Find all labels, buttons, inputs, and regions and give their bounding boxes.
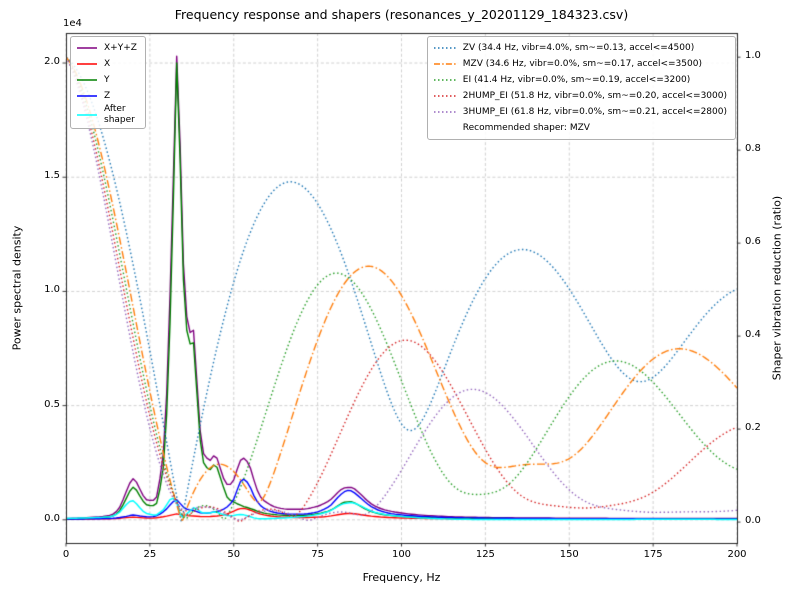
legend-item-label: X bbox=[104, 58, 111, 69]
legend-item-label: MZV (34.6 Hz, vibr=0.0%, sm~=0.17, accel… bbox=[462, 58, 702, 69]
x-tick-label: 150 bbox=[559, 549, 579, 560]
legend-line-swatch bbox=[77, 47, 97, 49]
y-tick-label-right: 0.0 bbox=[745, 515, 761, 527]
y-tick-label-left: 1.0 bbox=[44, 284, 60, 296]
legend-item-label: 2HUMP_EI (51.8 Hz, vibr=0.0%, sm~=0.20, … bbox=[462, 90, 727, 101]
x-tick-label: 100 bbox=[391, 549, 412, 560]
legend-item-label: ZV (34.4 Hz, vibr=4.0%, sm~=0.13, accel<… bbox=[462, 42, 695, 53]
legend-line-swatch bbox=[433, 95, 456, 97]
legend-line-swatch bbox=[77, 95, 97, 97]
x-tick-label: 125 bbox=[475, 549, 495, 560]
legend-item-label: X+Y+Z bbox=[104, 42, 137, 53]
legend-item: ZV (34.4 Hz, vibr=4.0%, sm~=0.13, accel<… bbox=[433, 40, 727, 56]
psd-legend: X+Y+Z X Y Z After shaper bbox=[70, 36, 146, 129]
legend-item-label: Recommended shaper: MZV bbox=[462, 122, 590, 133]
legend-line-swatch bbox=[433, 63, 456, 65]
chart-title: Frequency response and shapers (resonanc… bbox=[174, 7, 629, 22]
legend-item: Recommended shaper: MZV bbox=[434, 120, 727, 136]
legend-line-swatch bbox=[433, 111, 456, 113]
y-tick-label-left: 1.5 bbox=[44, 170, 60, 182]
x-tick-label: 200 bbox=[727, 549, 747, 560]
shaper-legend: ZV (34.4 Hz, vibr=4.0%, sm~=0.13, accel<… bbox=[426, 36, 736, 140]
legend-line-swatch bbox=[77, 113, 97, 116]
legend-line-swatch bbox=[433, 47, 456, 49]
legend-item: EI (41.4 Hz, vibr=0.0%, sm~=0.19, accel<… bbox=[433, 72, 727, 88]
y-tick-label-right: 0.4 bbox=[745, 329, 761, 341]
y-tick-label-left: 2.0 bbox=[44, 56, 60, 68]
y-tick-label-left: 0.5 bbox=[44, 398, 60, 410]
x-tick-label: 50 bbox=[227, 549, 241, 560]
legend-item: X bbox=[77, 56, 137, 72]
legend-item: 2HUMP_EI (51.8 Hz, vibr=0.0%, sm~=0.20, … bbox=[433, 88, 727, 104]
x-tick-label: 175 bbox=[643, 549, 663, 560]
legend-item-label: After shaper bbox=[104, 104, 135, 125]
legend-item: Z bbox=[77, 88, 137, 104]
legend-item-label: 3HUMP_EI (61.8 Hz, vibr=0.0%, sm~=0.21, … bbox=[462, 106, 727, 117]
y-axis-offset-label: 1e4 bbox=[63, 18, 82, 29]
legend-line-swatch bbox=[77, 79, 97, 81]
legend-item-label: Z bbox=[104, 90, 111, 101]
x-axis-label: Frequency, Hz bbox=[362, 571, 441, 584]
y-axis-label-right: Shaper vibration reduction (ratio) bbox=[770, 195, 784, 381]
legend-item: MZV (34.6 Hz, vibr=0.0%, sm~=0.17, accel… bbox=[433, 56, 727, 72]
legend-item: 3HUMP_EI (61.8 Hz, vibr=0.0%, sm~=0.21, … bbox=[433, 104, 727, 120]
legend-line-swatch bbox=[77, 63, 97, 65]
x-tick-label: 25 bbox=[143, 549, 157, 560]
y-tick-label-right: 0.2 bbox=[745, 422, 761, 434]
x-tick-label: 75 bbox=[311, 549, 324, 560]
legend-line-swatch bbox=[433, 79, 456, 81]
legend-item-label: Y bbox=[104, 74, 110, 85]
legend-item: After shaper bbox=[77, 104, 137, 125]
y-tick-label-right: 0.6 bbox=[745, 236, 761, 248]
legend-swatch-spacer bbox=[434, 128, 456, 129]
legend-item-label: EI (41.4 Hz, vibr=0.0%, sm~=0.19, accel<… bbox=[462, 74, 691, 85]
x-tick-label: 0 bbox=[62, 549, 70, 560]
legend-item: Y bbox=[77, 72, 137, 88]
legend-item: X+Y+Z bbox=[77, 40, 137, 56]
y-tick-label-left: 0.0 bbox=[44, 512, 60, 524]
y-tick-label-right: 0.8 bbox=[745, 143, 761, 155]
y-tick-label-right: 1.0 bbox=[745, 50, 761, 62]
